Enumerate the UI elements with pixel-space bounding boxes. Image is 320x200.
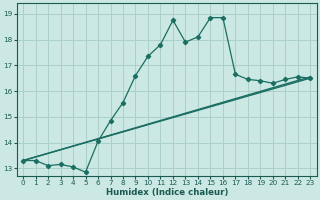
- X-axis label: Humidex (Indice chaleur): Humidex (Indice chaleur): [106, 188, 228, 197]
